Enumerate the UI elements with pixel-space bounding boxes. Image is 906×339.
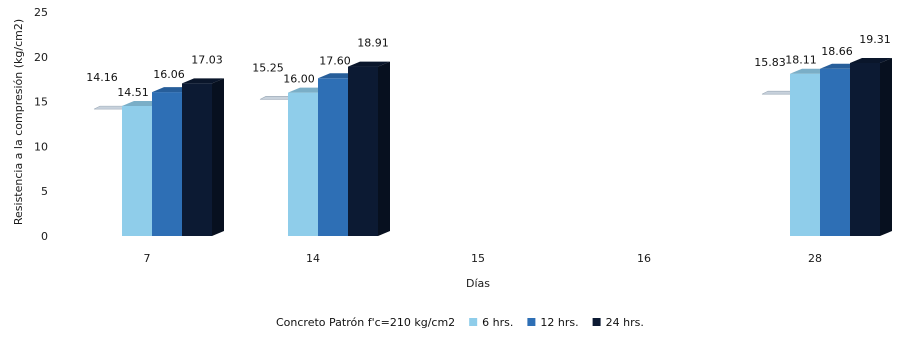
data-label: 18.11 bbox=[785, 54, 817, 67]
y-tick-label: 25 bbox=[34, 6, 48, 19]
data-label: 17.03 bbox=[191, 53, 223, 66]
x-tick-label: 14 bbox=[306, 252, 320, 265]
bar-top-face bbox=[850, 57, 892, 63]
data-label: 18.91 bbox=[357, 37, 389, 50]
legend-swatch bbox=[527, 318, 536, 326]
legend-label: 12 hrs. bbox=[540, 316, 578, 329]
data-label: 16.00 bbox=[283, 73, 315, 86]
legend-label: 6 hrs. bbox=[482, 316, 513, 329]
bar-side-face bbox=[212, 78, 224, 237]
bar-6-hrs- bbox=[122, 105, 152, 236]
data-label: 16.06 bbox=[153, 68, 185, 81]
data-label: 18.66 bbox=[821, 45, 853, 58]
legend-swatch bbox=[469, 318, 478, 326]
bar-24-hrs- bbox=[850, 62, 880, 237]
x-tick-label: 7 bbox=[144, 252, 151, 265]
data-label: 17.60 bbox=[319, 54, 351, 67]
x-axis-ticks: 7 14 15 16 28 bbox=[144, 252, 823, 265]
y-axis-title-group: Resistencia a la compresión (kg/cm2) bbox=[12, 19, 25, 225]
y-tick-label: 10 bbox=[34, 140, 48, 153]
y-tick-label: 0 bbox=[41, 230, 48, 243]
y-tick-label: 15 bbox=[34, 96, 48, 109]
legend-label: Concreto Patrón f'c=210 kg/cm2 bbox=[276, 316, 455, 329]
y-tick-label: 20 bbox=[34, 51, 48, 64]
x-tick-label: 28 bbox=[808, 252, 822, 265]
bar-6-hrs- bbox=[288, 92, 318, 236]
y-axis-title: Resistencia a la compresión (kg/cm2) bbox=[12, 19, 25, 225]
legend-swatch bbox=[592, 318, 601, 326]
bar-side-face bbox=[378, 61, 390, 236]
data-label: 14.16 bbox=[86, 71, 118, 84]
bar-top-face bbox=[182, 78, 224, 84]
data-label: 14.51 bbox=[117, 86, 149, 99]
bar-24-hrs- bbox=[348, 66, 378, 236]
x-tick-label: 15 bbox=[471, 252, 485, 265]
data-label: 15.83 bbox=[754, 56, 786, 69]
bar-series bbox=[93, 57, 892, 237]
bar-12-hrs- bbox=[152, 92, 182, 236]
bar-12-hrs- bbox=[820, 68, 850, 236]
bar-top-face bbox=[348, 61, 390, 67]
bar-side-face bbox=[880, 57, 892, 237]
bar-6-hrs- bbox=[790, 73, 820, 236]
legend-label: 24 hrs. bbox=[606, 316, 644, 329]
legend: Concreto Patrón f'c=210 kg/cm2 6 hrs. 12 h… bbox=[276, 316, 644, 329]
bar-12-hrs- bbox=[318, 78, 348, 236]
y-tick-label: 5 bbox=[41, 185, 48, 198]
x-axis-title: Días bbox=[466, 277, 490, 290]
y-axis-ticks: 0 5 10 15 20 25 bbox=[34, 6, 48, 243]
data-label: 15.25 bbox=[252, 61, 284, 74]
x-tick-label: 16 bbox=[637, 252, 651, 265]
bar-24-hrs- bbox=[182, 83, 212, 237]
data-label: 19.31 bbox=[859, 33, 891, 46]
